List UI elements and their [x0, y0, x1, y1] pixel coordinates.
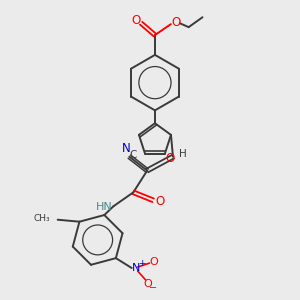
Text: +: +: [138, 259, 146, 268]
Text: O: O: [165, 152, 174, 165]
Text: O: O: [171, 16, 180, 29]
Text: H: H: [179, 149, 187, 159]
Text: O: O: [149, 257, 158, 267]
Text: O: O: [143, 279, 152, 289]
Text: HN: HN: [96, 202, 113, 212]
Text: C: C: [130, 150, 137, 160]
Text: O: O: [131, 14, 141, 27]
Text: N: N: [131, 263, 140, 273]
Text: CH₃: CH₃: [33, 214, 50, 223]
Text: O: O: [155, 195, 165, 208]
Text: N: N: [122, 142, 131, 155]
Text: −: −: [149, 283, 158, 293]
